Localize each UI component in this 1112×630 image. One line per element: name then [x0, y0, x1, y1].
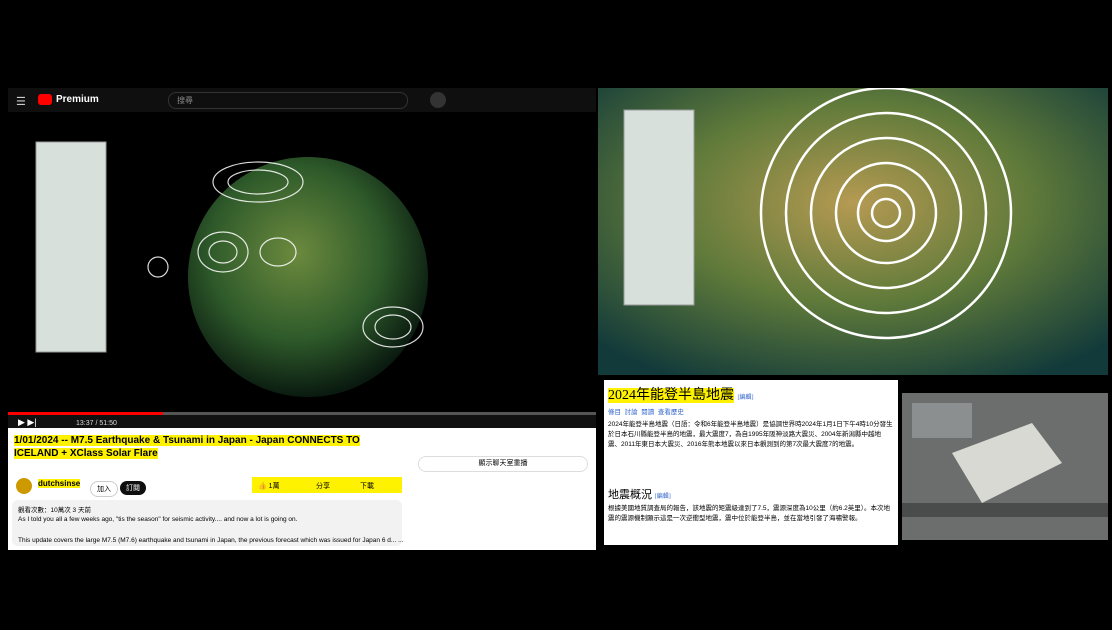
- article-title-wrap: 2024年能登半島地震 [編輯]: [608, 384, 754, 404]
- controls-bar: [8, 415, 596, 428]
- section-text: 根據美國地質調查局的報告，該地震的矩震級達到了7.5，震源深度為10公里（約6.…: [608, 505, 891, 522]
- views: 觀看次數：10萬次 3 天前: [18, 507, 91, 514]
- edit-link[interactable]: [編輯]: [654, 494, 671, 500]
- mic-button[interactable]: [430, 92, 446, 108]
- top-bar: ☰ Premium 搜尋: [8, 88, 596, 112]
- likes: 1萬: [268, 483, 280, 490]
- aerial-photo: [902, 393, 1108, 540]
- intro-wrap: 2024年能登半島地震（日語：令和6年能登半島地震）是協調世界時2024年1月1…: [608, 420, 894, 450]
- chat-replay[interactable]: 顯示聊天室重播: [418, 456, 588, 472]
- seismic-map: [598, 88, 1108, 375]
- road: [902, 503, 1108, 517]
- section-heading-wrap: 地震概況 [編輯]: [608, 486, 671, 502]
- wikipedia-panel: 2024年能登半島地震 [編輯] 條目 討論 閱讀 查看歷史 2024年能登半島…: [604, 380, 898, 545]
- logo[interactable]: Premium: [56, 94, 99, 105]
- tab[interactable]: 條目: [608, 409, 621, 416]
- description-line: As I told you all a few weeks ago, "tis …: [18, 516, 298, 523]
- join-button[interactable]: 加入: [90, 481, 118, 497]
- quake-rings: [147, 161, 424, 348]
- download-button[interactable]: 下載: [360, 483, 374, 490]
- collapsed-building: [952, 423, 1062, 503]
- tab[interactable]: 閱讀: [641, 409, 655, 416]
- progress-played[interactable]: [8, 412, 163, 415]
- time: 13:37 / 51:50: [76, 420, 117, 427]
- subscribe-button[interactable]: 訂閱: [120, 481, 146, 495]
- edit-link[interactable]: [編輯]: [737, 395, 754, 401]
- video: ▶ ▶| 13:37 / 51:50: [8, 112, 596, 428]
- control-panel: [35, 141, 107, 353]
- channel-name[interactable]: dutchsinse: [38, 479, 81, 488]
- youtube-window: ☰ Premium 搜尋 ▶ ▶| 13:37 / 51:50 1/01/: [8, 88, 596, 550]
- intro: 2024年能登半島地震（日語：令和6年能登半島地震）是協調世界時2024年1月1…: [608, 421, 893, 448]
- description-box[interactable]: [12, 500, 402, 546]
- logo-icon: [38, 94, 52, 105]
- menu-icon[interactable]: ☰: [16, 96, 26, 108]
- video-title: 1/01/2024 -- M7.5 Earthquake & Tsunami i…: [14, 435, 360, 459]
- globe: [188, 157, 428, 397]
- share-button[interactable]: 分享: [316, 483, 330, 490]
- tab[interactable]: 討論: [624, 409, 638, 416]
- actions-highlight: [252, 477, 402, 493]
- search-box[interactable]: 搜尋: [168, 92, 408, 109]
- tab[interactable]: 查看歷史: [657, 409, 684, 416]
- building: [912, 403, 972, 438]
- control-panel: [623, 109, 695, 306]
- like-button[interactable]: 👍 1萬: [258, 483, 280, 490]
- video-title-wrap: 1/01/2024 -- M7.5 Earthquake & Tsunami i…: [14, 434, 404, 460]
- channel-avatar[interactable]: [16, 478, 32, 494]
- rings: [759, 88, 1013, 340]
- play-button[interactable]: ▶ ▶|: [18, 417, 37, 427]
- article-title: 2024年能登半島地震: [608, 388, 734, 403]
- section-heading: 地震概況: [608, 489, 652, 501]
- description-line: This update covers the large M7.5 (M7.6)…: [18, 537, 403, 544]
- progress-track: [8, 412, 596, 415]
- tabs: 條目 討論 閱讀 查看歷史: [608, 406, 684, 416]
